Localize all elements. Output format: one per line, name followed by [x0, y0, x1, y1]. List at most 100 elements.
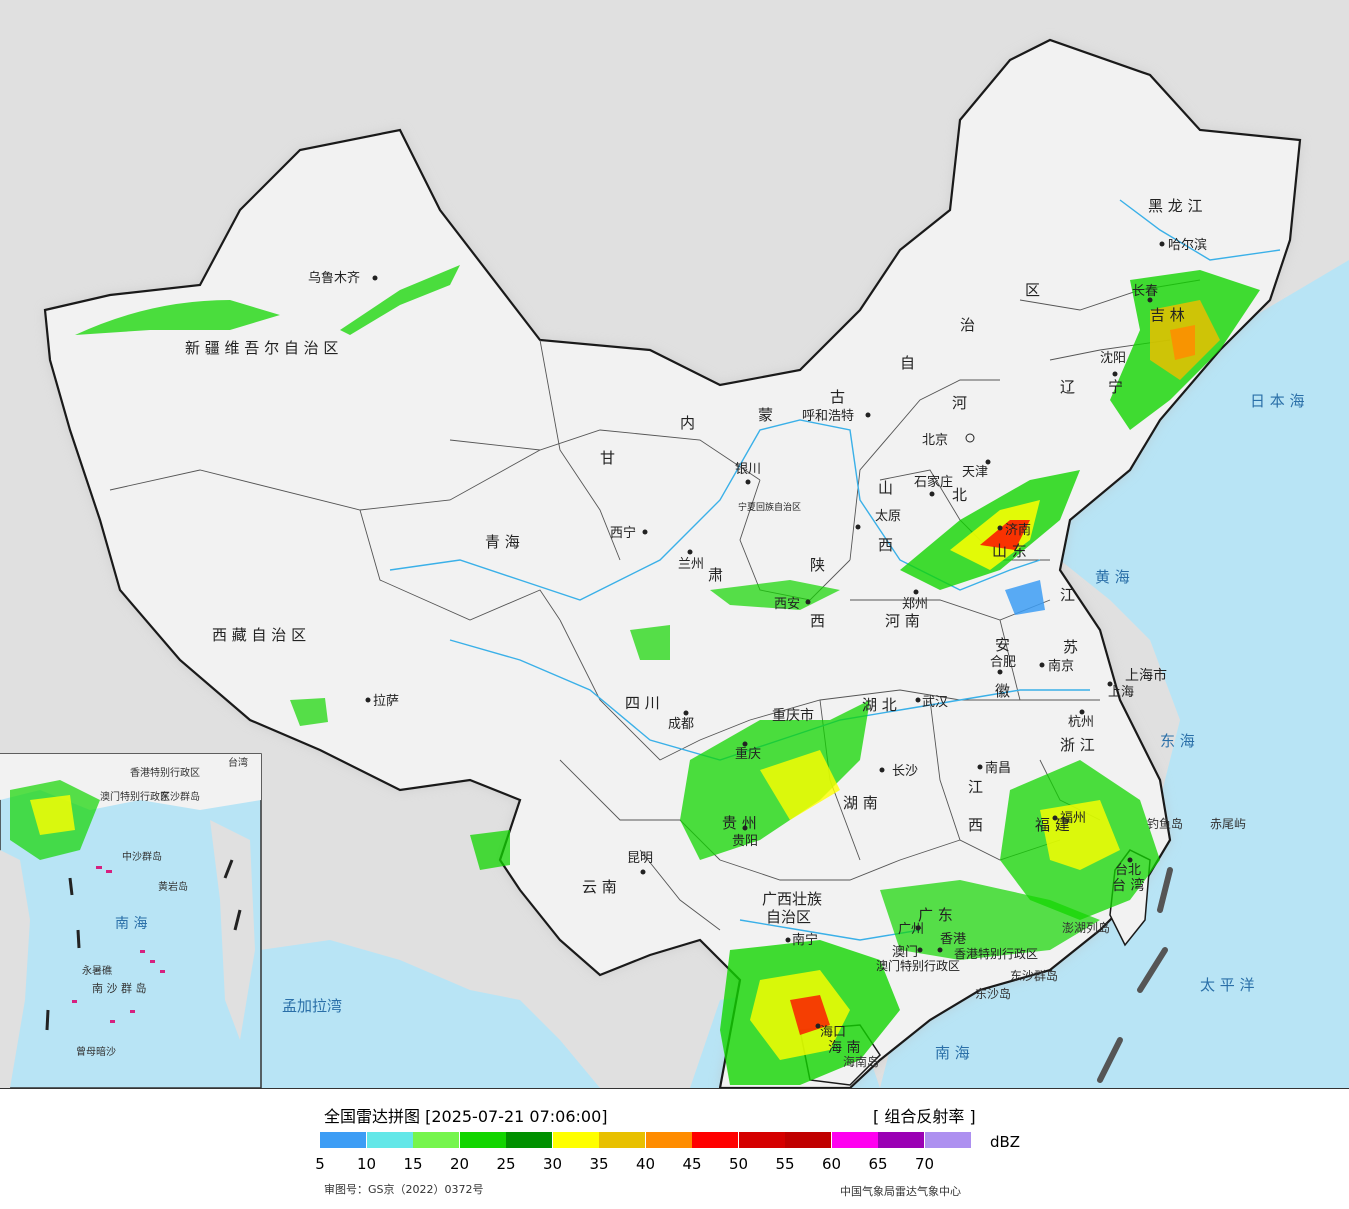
province-label-jiangxi-1: 江 — [968, 778, 983, 796]
province-label-guizhou: 贵 州 — [722, 814, 757, 832]
color-swatch — [599, 1132, 645, 1148]
province-label-shanxi-2: 西 — [878, 536, 893, 554]
province-label-hebei-1: 河 — [952, 394, 967, 412]
scale-tick-label: 65 — [868, 1155, 888, 1173]
city-shanghai: 上海 — [1108, 685, 1134, 700]
province-label-nmg-3: 古 — [830, 388, 845, 406]
scale-tick-label: 15 — [403, 1155, 423, 1173]
sea-label-donghai: 东 海 — [1160, 732, 1195, 750]
city-changchun: 长春 — [1132, 284, 1158, 299]
color-swatch — [645, 1132, 692, 1148]
city-xian: 西安 — [774, 597, 800, 612]
unit-label: dBZ — [990, 1133, 1021, 1151]
inset-label-taiwan: 台湾 — [228, 756, 248, 769]
province-label-shaanxi-1: 陕 — [810, 556, 825, 574]
sea-label-riben: 日 本 海 — [1250, 392, 1305, 410]
color-swatch — [738, 1132, 785, 1148]
legend-panel: 全国雷达拼图 [2025-07-21 07:06:00] [ 组合反射率 ] d… — [0, 1088, 1349, 1209]
map-labels: 新 疆 维 吾 尔 自 治 区 西 藏 自 治 区 青 海 甘 肃 内 蒙 古 … — [185, 197, 1305, 1069]
inset-label-zhongsha: 中沙群岛 — [122, 850, 162, 863]
province-label-shanghai: 上海市 — [1125, 667, 1167, 684]
island-diaoyu: 钓鱼岛 — [1147, 816, 1183, 831]
city-guangzhou: 广州 — [898, 922, 924, 937]
city-kunming: 昆明 — [627, 851, 653, 866]
sea-label-nanhai: 南 海 — [935, 1044, 970, 1062]
province-label-xizang: 西 藏 自 治 区 — [212, 626, 306, 644]
province-label-ningxia: 宁夏回族自治区 — [738, 501, 801, 513]
island-chiwei: 赤尾屿 — [1210, 817, 1246, 831]
province-label-hainan: 海 南 — [828, 1040, 860, 1056]
scale-tick-label: 10 — [356, 1155, 377, 1173]
island-dongsha-q: 东沙群岛 — [1010, 968, 1058, 983]
province-label-xinjiang: 新 疆 维 吾 尔 自 治 区 — [185, 339, 338, 357]
city-nanchang: 南昌 — [985, 760, 1011, 776]
inset-label-dongsha: 东沙群岛 — [160, 790, 200, 803]
island-labels: 钓鱼岛 赤尾屿 东沙岛 海南岛 澎湖列岛 东沙群岛 — [843, 816, 1246, 1069]
province-label-shanxi-1: 山 — [878, 479, 893, 497]
province-label-shandong: 山 东 — [992, 542, 1027, 560]
province-label-nmg-6: 区 — [1025, 281, 1040, 299]
inset-label-huangyan: 黄岩岛 — [158, 880, 188, 893]
radar-map: 新 疆 维 吾 尔 自 治 区 西 藏 自 治 区 青 海 甘 肃 内 蒙 古 … — [0, 0, 1349, 1088]
city-urumqi: 乌鲁木齐 — [308, 270, 360, 286]
island-penghu: 澎湖列岛 — [1062, 920, 1110, 935]
sea-bengal — [260, 940, 600, 1088]
city-aomen: 澳门 — [892, 944, 918, 960]
color-swatch — [692, 1132, 738, 1148]
inset-label-nanhai: 南 海 — [115, 916, 147, 932]
province-label-heilongjiang: 黑 龙 江 — [1148, 197, 1203, 215]
city-nanning: 南宁 — [792, 932, 818, 948]
color-swatch — [785, 1132, 831, 1148]
color-swatch — [459, 1132, 506, 1148]
province-label-anhui-2: 徽 — [995, 682, 1010, 700]
city-harbin: 哈尔滨 — [1168, 237, 1207, 253]
province-label-nmg-1: 内 — [680, 414, 695, 432]
color-swatch — [831, 1132, 878, 1148]
city-shijiazhuang: 石家庄 — [914, 474, 953, 490]
province-label-jiangsu-1: 江 — [1060, 586, 1075, 604]
province-label-jiangsu-2: 苏 — [1063, 638, 1078, 656]
province-label-guangxi-1: 广西壮族 — [762, 890, 822, 908]
scale-tick-label: 40 — [635, 1155, 656, 1173]
province-label-guangxi-2: 自治区 — [766, 908, 811, 926]
color-swatch — [552, 1132, 599, 1148]
color-swatch — [878, 1132, 924, 1148]
city-markers: 乌鲁木齐 拉萨 西宁 兰州 银川 呼和浩特 北京 天津 石家庄 太原 西安 郑州… — [308, 237, 1207, 1040]
province-label-gansu-2: 肃 — [708, 566, 723, 584]
city-yinchuan: 银川 — [735, 462, 761, 477]
color-swatch — [413, 1132, 459, 1148]
city-tianjin: 天津 — [962, 465, 988, 480]
province-label-yunnan: 云 南 — [582, 878, 617, 896]
city-nanjing: 南京 — [1048, 658, 1074, 674]
city-changsha: 长沙 — [892, 764, 918, 779]
province-label-macao: 澳门特别行政区 — [876, 958, 960, 973]
city-huhhot: 呼和浩特 — [802, 409, 854, 424]
south-sea-inset: 南 海 中沙群岛 黄岩岛 永暑礁 南 沙 群 岛 曾母暗沙 香港特别行政区 澳门… — [0, 753, 262, 1088]
province-label-gansu: 甘 — [600, 449, 615, 467]
province-label-hubei: 湖 北 — [862, 696, 897, 714]
product-label: [ 组合反射率 ] — [873, 1107, 976, 1126]
review-number: 审图号：GS京（2022）0372号 — [324, 1183, 484, 1196]
city-fuzhou: 福州 — [1060, 811, 1086, 826]
province-label-chongqing: 重庆市 — [772, 707, 814, 724]
scale-tick-label: 30 — [542, 1155, 563, 1173]
city-lanzhou: 兰州 — [678, 557, 704, 572]
inset-label-zengmu: 曾母暗沙 — [76, 1045, 116, 1058]
maritime-lines — [1097, 867, 1173, 1083]
scale-tick-label: 5 — [315, 1155, 325, 1173]
color-swatch — [924, 1132, 971, 1148]
city-hangzhou: 杭州 — [1068, 715, 1094, 730]
city-hefei: 合肥 — [990, 655, 1016, 670]
province-label-shaanxi-2: 西 — [810, 612, 825, 630]
island-dongsha: 东沙岛 — [975, 986, 1011, 1001]
province-label-nmg-2: 蒙 — [758, 406, 773, 424]
province-label-jilin: 吉 林 — [1150, 306, 1185, 324]
city-chengdu: 成都 — [668, 717, 694, 732]
scale-tick-label: 25 — [496, 1155, 516, 1173]
sea-labels: 日 本 海 黄 海 东 海 太 平 洋 南 海 孟加拉湾 — [282, 392, 1305, 1062]
sea-label-huanghai: 黄 海 — [1095, 568, 1130, 586]
province-label-nmg-4: 自 — [900, 354, 915, 372]
province-label-anhui-1: 安 — [995, 636, 1010, 654]
province-label-sichuan: 四 川 — [625, 694, 660, 712]
city-jinan: 济南 — [1005, 522, 1031, 538]
